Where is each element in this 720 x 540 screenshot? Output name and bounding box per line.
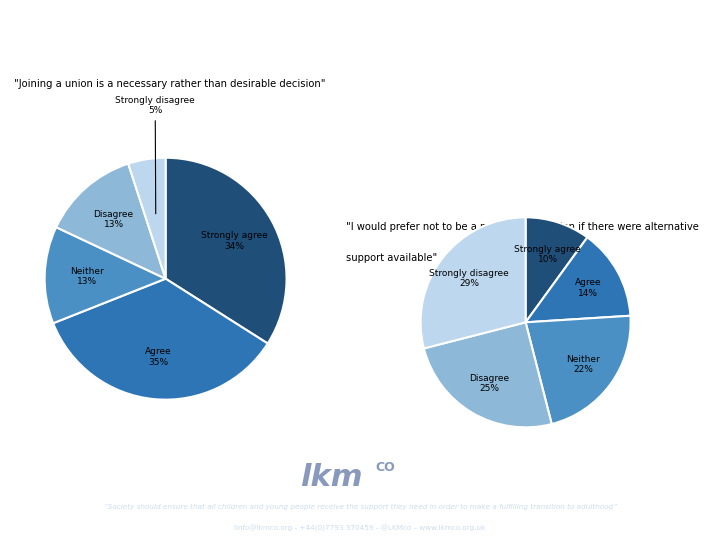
Wedge shape [526,238,631,322]
Text: Strongly agree
10%: Strongly agree 10% [514,245,581,264]
Text: "Joining a union is a necessary rather than desirable decision": "Joining a union is a necessary rather t… [14,79,326,89]
Text: Strongly agree
34%: Strongly agree 34% [201,231,268,251]
Text: Disagree
13%: Disagree 13% [94,210,134,230]
Wedge shape [128,158,166,279]
Text: CO: CO [375,461,395,474]
Wedge shape [53,279,268,400]
Wedge shape [424,322,552,427]
Text: Strongly disagree
29%: Strongly disagree 29% [429,269,509,288]
Text: "I would prefer not to be a member of a union if there were alternative: "I would prefer not to be a member of a … [346,222,698,232]
Text: Strongly disagree
5%: Strongly disagree 5% [115,96,195,214]
Wedge shape [526,316,631,424]
Text: linfo@lkmco.org - +44(0)7793 370459 - @LKMco – www.lkmco.org.uk: linfo@lkmco.org - +44(0)7793 370459 - @L… [234,524,486,531]
Text: “The sharpest eyes in education” - “Outstanding support” - “A measurable improve: “The sharpest eyes in education” - “Outs… [14,17,706,26]
Wedge shape [56,164,166,279]
Text: Neither
13%: Neither 13% [70,267,104,286]
Text: Agree
14%: Agree 14% [575,278,601,298]
Text: Agree
35%: Agree 35% [145,347,171,367]
Wedge shape [526,217,588,322]
Text: lkm: lkm [300,463,362,492]
Wedge shape [166,158,287,343]
Wedge shape [420,217,526,348]
Text: “Excellent grasp of the sector & beyond” – “Evidence based opinions”: “Excellent grasp of the sector & beyond”… [145,44,575,53]
Wedge shape [45,227,166,323]
Text: Neither
22%: Neither 22% [567,355,600,374]
Text: support available": support available" [346,253,437,263]
Text: Disagree
25%: Disagree 25% [469,374,509,394]
Text: “Society should ensure that all children and young people receive the support th: “Society should ensure that all children… [104,504,616,510]
